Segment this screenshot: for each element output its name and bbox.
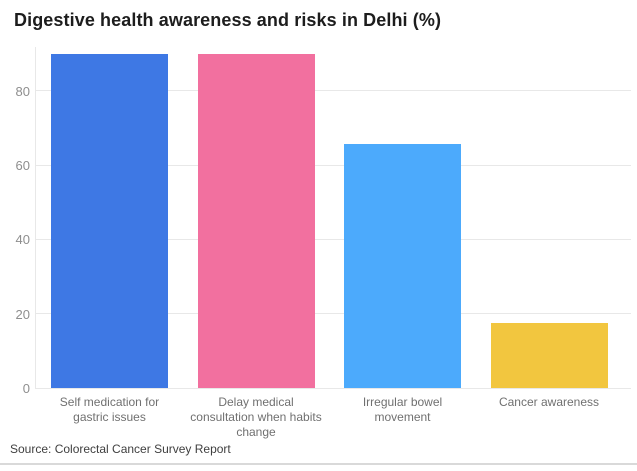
y-tick-label-40: 40 — [15, 232, 30, 248]
x-category-label-4: Cancer awareness — [498, 395, 600, 409]
y-tick-label-60: 60 — [15, 158, 30, 174]
bar-1 — [51, 53, 168, 388]
y-axis-line — [35, 47, 36, 388]
y-tick-label-80: 80 — [15, 83, 30, 99]
gridline-20 — [35, 313, 631, 315]
x-category-label-3: Irregular bowel movement — [362, 395, 443, 424]
y-tick-label-0: 0 — [22, 381, 30, 396]
bar-2 — [197, 54, 315, 388]
gridline-80 — [35, 90, 631, 92]
bottom-divider — [0, 463, 637, 465]
bar-3 — [344, 143, 461, 388]
x-category-label-2: Delay medical consultation when habits c… — [190, 395, 322, 439]
x-category-label-1: Self medication for gastric issues — [59, 395, 160, 424]
gridline-0 — [35, 387, 631, 389]
source-caption: Source: Colorectal Cancer Survey Report — [10, 442, 231, 456]
bar-4 — [490, 323, 608, 388]
plot-area — [35, 47, 631, 389]
y-tick-label-20: 20 — [15, 306, 30, 322]
gridline-40 — [35, 238, 631, 240]
chart-title: Digestive health awareness and risks in … — [14, 10, 442, 30]
gridline-60 — [35, 164, 631, 166]
